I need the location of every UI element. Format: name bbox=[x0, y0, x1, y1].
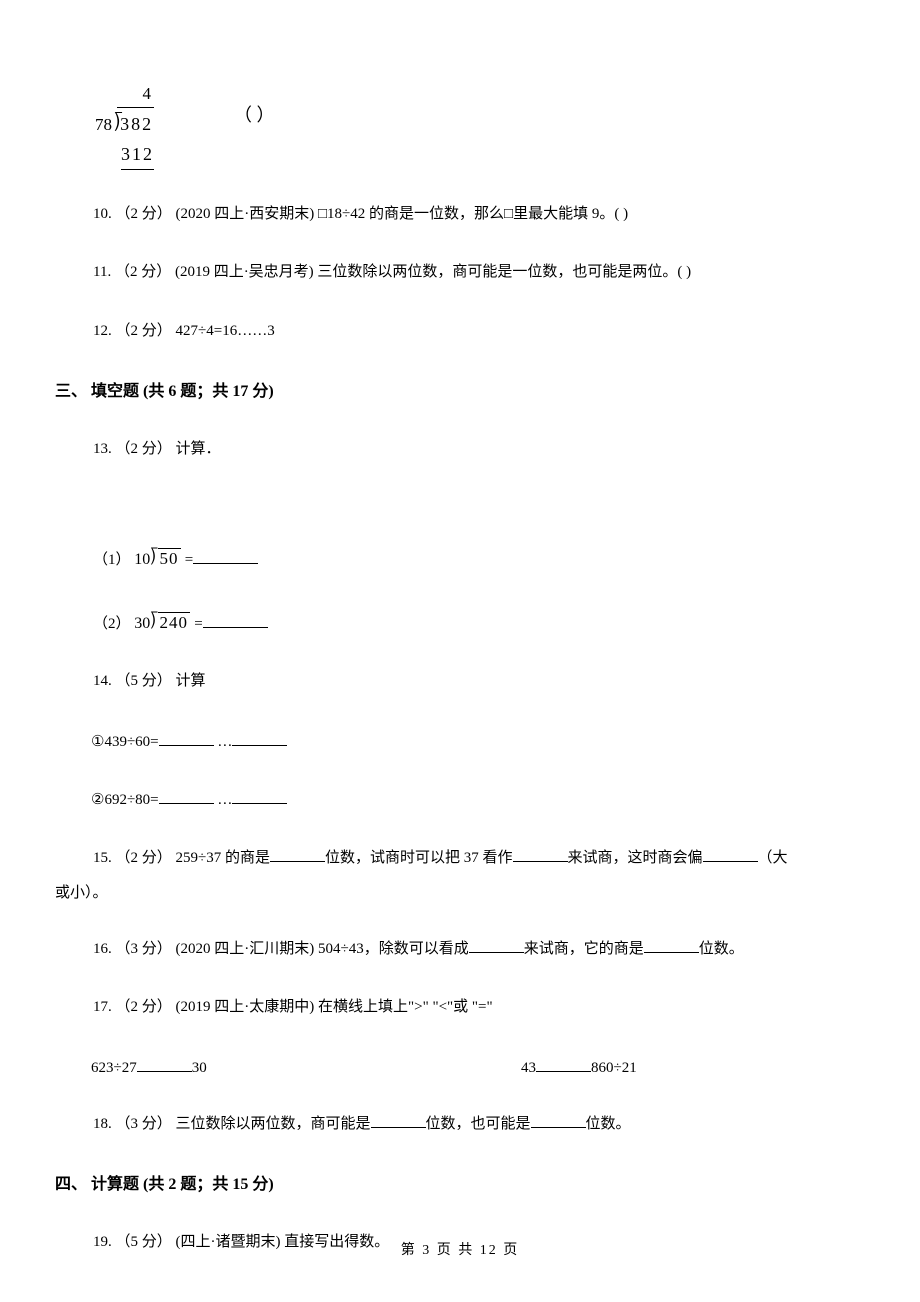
q13-sub2-eq: = bbox=[194, 616, 202, 632]
question-16: 16. （3 分） (2020 四上·汇川期末) 504÷43，除数可以看成 来试… bbox=[93, 935, 865, 964]
q13-sub1-dividend: 50 bbox=[158, 548, 181, 568]
q17-text: 17. （2 分） (2019 四上·太康期中) 在横线上填上">" "<"或 … bbox=[93, 999, 493, 1015]
q13-sub2: （2） 30⟌240 = bbox=[93, 608, 865, 637]
q13-sub1-eq: = bbox=[185, 552, 193, 568]
blank bbox=[193, 549, 258, 564]
q18-a: 18. （3 分） 三位数除以两位数，商可能是 bbox=[93, 1116, 371, 1132]
q13-sub2-label: （2） bbox=[93, 616, 131, 632]
question-12: 12. （2 分） 427÷4=16……3 bbox=[93, 317, 865, 346]
long-division-work: 4 78 ⟌ 382 312 bbox=[95, 80, 154, 170]
blank bbox=[270, 847, 325, 862]
q15-c: 来试商，这时商会偏 bbox=[568, 850, 703, 866]
ld-divisor: 78 bbox=[95, 111, 114, 138]
q17-left: 623÷27 30 bbox=[91, 1056, 521, 1080]
blank bbox=[513, 847, 568, 862]
section-4-heading: 四、 计算题 (共 2 题；共 15 分) bbox=[55, 1172, 865, 1198]
q13-sub2-dividend: 240 bbox=[158, 612, 191, 632]
q14-l1-dots: … bbox=[214, 734, 233, 750]
q15-cont: 或小）。 bbox=[55, 881, 865, 905]
q13-sub1-divisor: 10 bbox=[134, 551, 150, 568]
q13-sub2-divisor: 30 bbox=[134, 615, 150, 632]
blank bbox=[644, 938, 699, 953]
blank bbox=[469, 938, 524, 953]
q15-b: 位数，试商时可以把 37 看作 bbox=[325, 850, 513, 866]
q12-text: 12. （2 分） 427÷4=16……3 bbox=[93, 323, 275, 339]
blank bbox=[703, 847, 758, 862]
question-14: 14. （5 分） 计算 bbox=[93, 667, 865, 696]
blank bbox=[159, 789, 214, 804]
q10-text: 10. （2 分） (2020 四上·西安期末) □18÷42 的商是一位数，那… bbox=[93, 206, 628, 222]
q18-b: 位数，也可能是 bbox=[426, 1116, 531, 1132]
section-3-heading: 三、 填空题 (共 6 题；共 17 分) bbox=[55, 379, 865, 405]
q17-left-b: 30 bbox=[192, 1060, 207, 1076]
q14-l2-dots: … bbox=[214, 792, 233, 808]
q18-c: 位数。 bbox=[586, 1116, 631, 1132]
blank bbox=[159, 731, 214, 746]
q13-sub2-expr: 30⟌240 bbox=[134, 613, 194, 632]
q15-d: （大 bbox=[758, 850, 788, 866]
sqrt-bracket-icon: ⟌ bbox=[150, 612, 157, 632]
blank bbox=[536, 1057, 591, 1072]
question-10: 10. （2 分） (2020 四上·西安期末) □18÷42 的商是一位数，那… bbox=[93, 200, 865, 229]
question-18: 18. （3 分） 三位数除以两位数，商可能是 位数，也可能是 位数。 bbox=[93, 1110, 865, 1139]
q17-right-a: 43 bbox=[521, 1060, 536, 1076]
ld-quotient: 4 bbox=[117, 80, 154, 108]
q17-right-b: 860÷21 bbox=[591, 1060, 637, 1076]
q13-sub1-label: （1） bbox=[93, 552, 131, 568]
question-15: 15. （2 分） 259÷37 的商是 位数，试商时可以把 37 看作 来试商，这… bbox=[93, 842, 865, 875]
page-footer: 第 3 页 共 12 页 bbox=[0, 1240, 920, 1262]
question-13: 13. （2 分） 计算． bbox=[93, 435, 865, 464]
q13-text: 13. （2 分） 计算． bbox=[93, 441, 221, 457]
q13-sub1: （1） 10⟌50 = bbox=[93, 544, 865, 573]
q11-text: 11. （2 分） (2019 四上·吴忠月考) 三位数除以两位数，商可能是一位… bbox=[93, 264, 691, 280]
q13-sub1-expr: 10⟌50 bbox=[134, 549, 185, 568]
q14-line2: ②692÷80= … bbox=[91, 788, 865, 812]
q17-right: 43 860÷21 bbox=[521, 1056, 865, 1080]
q16-a: 16. （3 分） (2020 四上·汇川期末) 504÷43，除数可以看成 bbox=[93, 941, 469, 957]
blank bbox=[137, 1057, 192, 1072]
ld-subtrahend: 312 bbox=[121, 140, 154, 170]
q14-l2a: ②692÷80= bbox=[91, 792, 159, 808]
q14-line1: ①439÷60= … bbox=[91, 730, 865, 754]
blank bbox=[371, 1113, 426, 1128]
blank bbox=[232, 789, 287, 804]
question-11: 11. （2 分） (2019 四上·吴忠月考) 三位数除以两位数，商可能是一位… bbox=[93, 258, 865, 287]
blank bbox=[232, 731, 287, 746]
q16-c: 位数。 bbox=[699, 941, 744, 957]
q14-l1a: ①439÷60= bbox=[91, 734, 159, 750]
q16-b: 来试商，它的商是 bbox=[524, 941, 644, 957]
blank bbox=[203, 613, 268, 628]
q14-text: 14. （5 分） 计算 bbox=[93, 673, 206, 689]
question-17: 17. （2 分） (2019 四上·太康期中) 在横线上填上">" "<"或 … bbox=[93, 993, 865, 1022]
q15-e: 或小）。 bbox=[55, 885, 108, 901]
q17-row: 623÷27 30 43 860÷21 bbox=[91, 1056, 865, 1080]
q17-left-a: 623÷27 bbox=[91, 1060, 137, 1076]
long-division-problem: 4 78 ⟌ 382 312 （ ） bbox=[55, 60, 865, 170]
q15-a: 15. （2 分） 259÷37 的商是 bbox=[93, 850, 270, 866]
blank bbox=[531, 1113, 586, 1128]
sqrt-bracket-icon: ⟌ bbox=[150, 548, 157, 568]
answer-paren: （ ） bbox=[234, 101, 275, 130]
ld-dividend: 382 bbox=[120, 110, 153, 139]
